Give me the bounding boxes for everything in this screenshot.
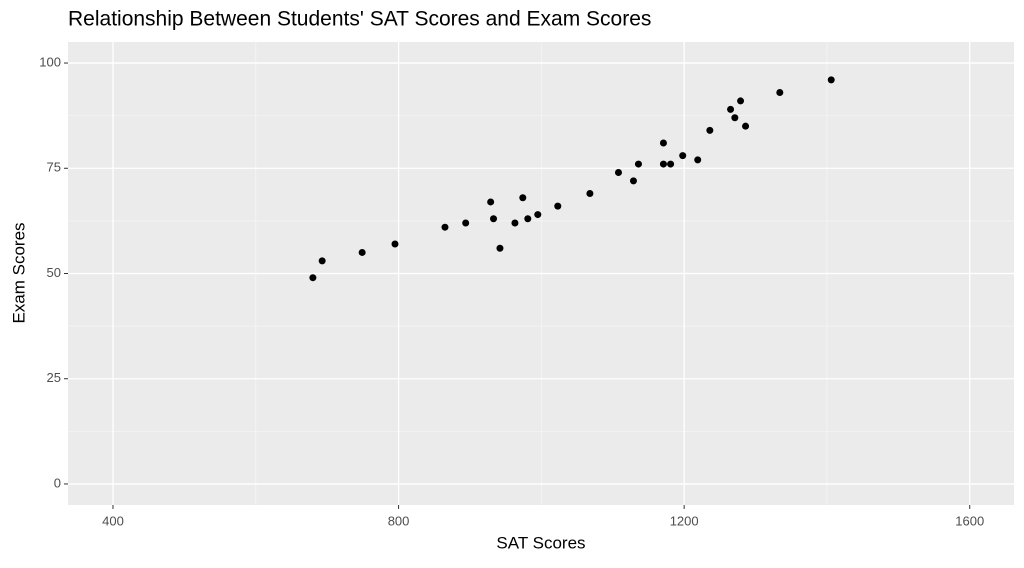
point xyxy=(706,126,714,134)
point xyxy=(776,89,784,97)
point xyxy=(737,97,745,105)
y-tick-label: 50 xyxy=(47,265,61,280)
point xyxy=(679,152,687,160)
x-tick-label: 800 xyxy=(388,513,410,528)
y-tick-label: 0 xyxy=(54,475,61,490)
y-tick-label: 25 xyxy=(47,370,61,385)
point xyxy=(667,160,675,168)
x-axis-title: SAT Scores xyxy=(496,533,585,552)
point xyxy=(742,122,750,130)
point xyxy=(511,219,519,227)
point xyxy=(309,274,317,282)
point xyxy=(391,240,399,248)
point xyxy=(441,223,449,231)
point xyxy=(586,190,594,198)
x-tick-label: 1600 xyxy=(955,513,984,528)
x-tick-label: 400 xyxy=(102,513,124,528)
point xyxy=(614,168,622,176)
point xyxy=(659,139,667,147)
y-tick-label: 100 xyxy=(39,54,61,69)
point xyxy=(554,202,562,210)
point xyxy=(534,211,542,219)
point xyxy=(358,248,366,256)
point xyxy=(629,177,637,185)
point xyxy=(487,198,495,206)
point xyxy=(731,114,739,122)
point xyxy=(694,156,702,164)
x-tick-label: 1200 xyxy=(670,513,699,528)
y-tick-label: 75 xyxy=(47,160,61,175)
point xyxy=(659,160,667,168)
point xyxy=(524,215,532,223)
point xyxy=(827,76,835,84)
chart-title: Relationship Between Students' SAT Score… xyxy=(68,8,651,31)
point xyxy=(462,219,470,227)
point xyxy=(496,244,504,252)
point xyxy=(490,215,498,223)
point xyxy=(318,257,326,265)
point xyxy=(727,105,735,113)
point xyxy=(634,160,642,168)
y-axis-title: Exam Scores xyxy=(9,222,28,323)
point xyxy=(519,194,527,202)
